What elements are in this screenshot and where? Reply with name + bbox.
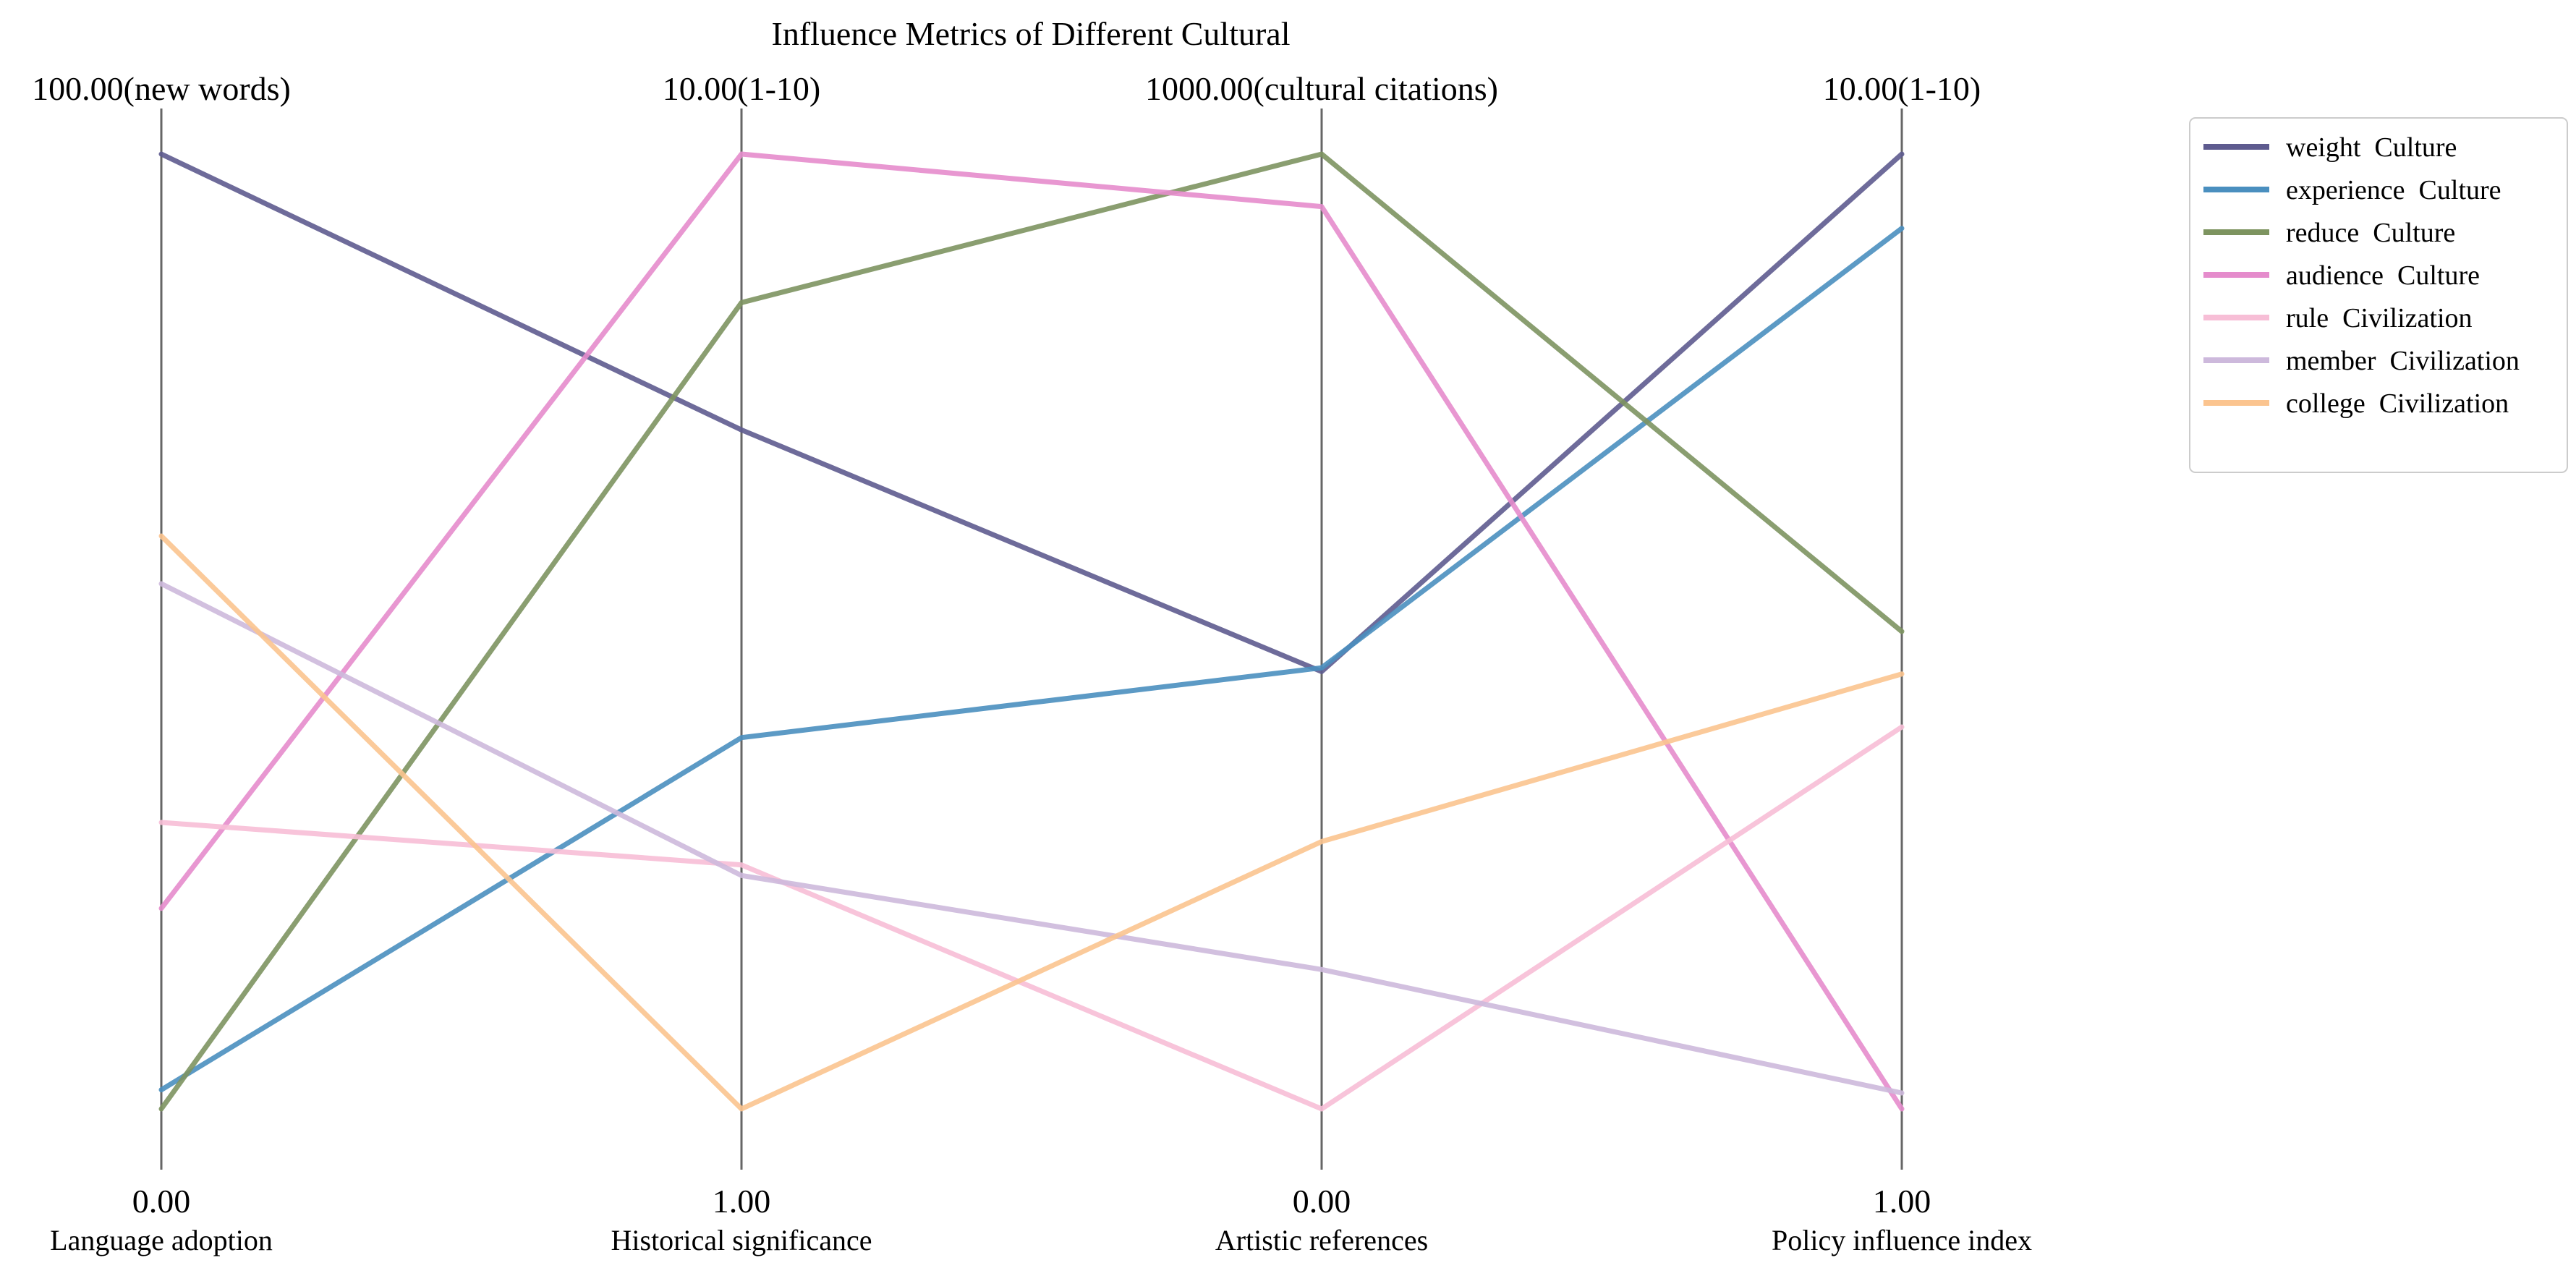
axis-max-label-policy-influence-index: 10.00(1-10) [1823,70,1981,107]
series-line-rule-civilization [158,724,1905,1112]
legend: weight Culture experience Culture reduce C… [2189,117,2568,473]
legend-label-reduce-culture: reduce Culture [2286,218,2455,248]
axis-min-label-artistic-references: 0.00 [1293,1183,1351,1220]
series-line-weight-culture [158,151,1905,674]
axis-max-label-language-adoption: 100.00(new words) [32,70,291,107]
series-line-audience-culture [158,151,1905,1112]
series-line-college-civilization [158,533,1905,1112]
legend-label-experience-culture: experience Culture [2286,175,2501,205]
legend-label-member-civilization: member Civilization [2286,346,2520,376]
legend-label-rule-civilization: rule Civilization [2286,303,2473,333]
legend-items: weight Culture experience Culture reduce C… [2203,132,2520,419]
series-line-reduce-culture [158,151,1905,1112]
axis-name-language-adoption: Language adoption [50,1224,273,1256]
axis-name-artistic-references: Artistic references [1215,1224,1428,1256]
legend-label-college-civilization: college Civilization [2286,388,2509,419]
axis-min-label-historical-significance: 1.00 [713,1183,771,1220]
axis-labels-layer: 100.00(new words) 0.00 Language adoption 10… [32,70,2032,1256]
axis-min-label-policy-influence-index: 1.00 [1873,1183,1931,1220]
axes-layer [160,109,1903,1170]
chart-title: Influence Metrics of Different Cultural [772,15,1291,52]
series-line-member-civilization [158,581,1905,1096]
legend-box [2189,117,2568,473]
axis-name-historical-significance: Historical significance [611,1224,872,1256]
axis-max-label-historical-significance: 10.00(1-10) [663,70,820,107]
axis-max-label-artistic-references: 1000.00(cultural citations) [1145,70,1498,107]
legend-label-audience-culture: audience Culture [2286,260,2480,291]
series-line-experience-culture [158,226,1905,1093]
series-layer [158,151,1905,1112]
axis-name-policy-influence-index: Policy influence index [1772,1224,2032,1256]
axis-min-label-language-adoption: 0.00 [132,1183,191,1220]
legend-label-weight-culture: weight Culture [2286,132,2457,163]
